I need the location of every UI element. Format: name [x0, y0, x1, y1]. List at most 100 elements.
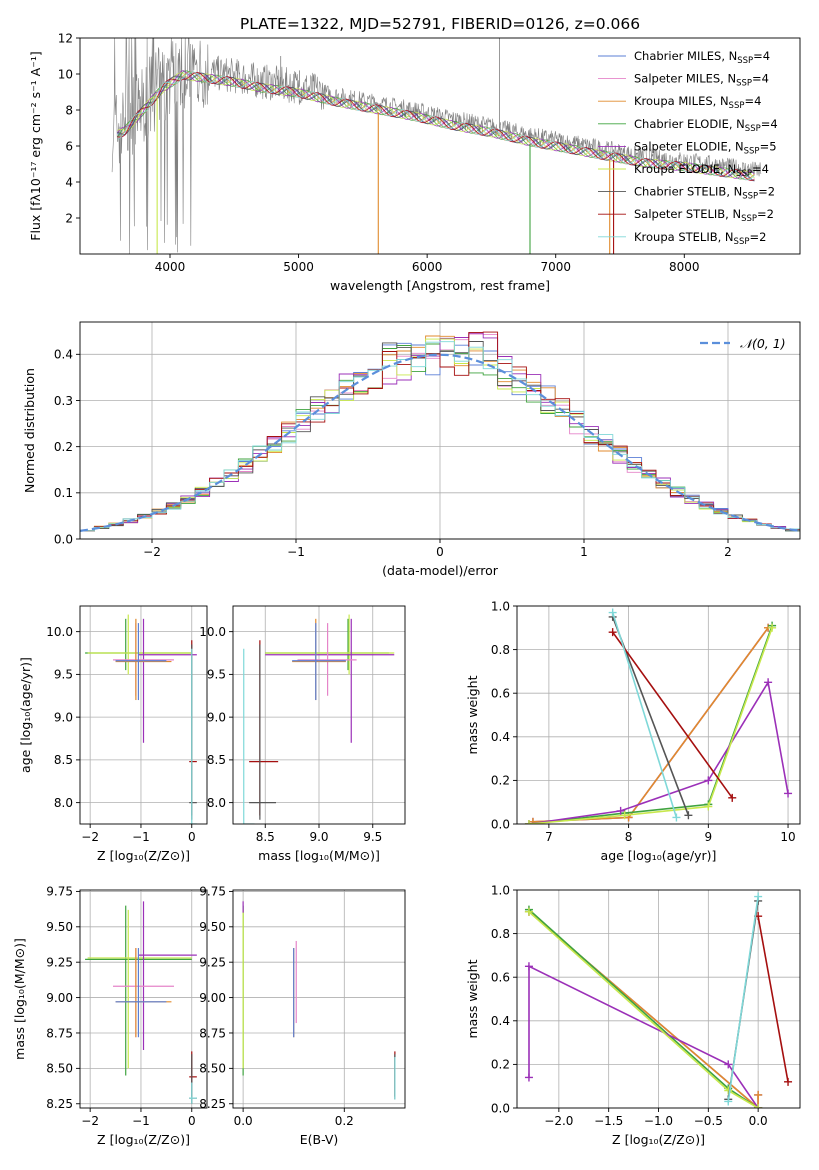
y-tick-label: 9.25: [46, 955, 73, 969]
x-axis-label: Z [log₁₀(Z/Z⊙)]: [97, 848, 190, 863]
y-tick-label: 8.50: [46, 1062, 73, 1076]
legend-label-value: =2: [749, 230, 766, 244]
errorbar-point: [189, 1051, 197, 1097]
x-axis-label: wavelength [Angstrom, rest frame]: [330, 278, 550, 293]
errorbar-point: [115, 948, 167, 1038]
weight-line: [528, 625, 773, 824]
y-tick-label: 9.25: [199, 955, 226, 969]
weight-marker: [754, 1090, 763, 1099]
axes: 4000 5000 6000 7000 8000 2 4 6 8 10 12 wavelength […: [28, 31, 801, 293]
legend-label-value: =4: [744, 94, 761, 108]
y-tick-label: 0.0: [491, 1101, 510, 1115]
errorbar-point: [189, 644, 197, 820]
errorbar-point: [189, 1054, 197, 1104]
weight-marker: [724, 1086, 733, 1095]
x-tick-label: 2: [724, 545, 732, 559]
x-tick-label: 0: [188, 1114, 196, 1128]
y-tick-label: 0.4: [54, 348, 73, 362]
model-spectrum: [116, 70, 755, 179]
legend-label: Chabrier ELODIE, NSSP=4: [634, 117, 778, 134]
legend-label-value: =4: [752, 162, 769, 176]
weight-marker: [524, 820, 533, 824]
legend-label: Salpeter STELIB, NSSP=2: [634, 207, 774, 224]
axes: −2 −1 0 8.0 8.5 9.0 9.5 10.0 Z [log₁₀(Z/Z⊙)] age …: [18, 605, 208, 863]
legend-label: Kroupa ELODIE, NSSP=4: [634, 162, 769, 179]
weight-marker: [724, 1097, 733, 1106]
weight-marker: [524, 907, 533, 916]
weight-marker: [704, 776, 713, 785]
residual-histogram: [80, 338, 800, 532]
errorbar-point: [249, 644, 276, 820]
weight-line: [727, 896, 759, 1102]
weight-line: [532, 627, 769, 823]
legend-label: Kroupa STELIB, NSSP=2: [634, 230, 766, 247]
x-tick-label: 4000: [155, 260, 186, 274]
mass-vs-metallicity-panel: −2 −1 0 8.25 8.50 8.75 9.00 9.25 9.50 9.75 Z [log₁…: [12, 885, 208, 1147]
spectrum-panel: 4000 5000 6000 7000 8000 2 4 6 8 10 12 wavelength […: [28, 31, 801, 293]
y-tick-label: 0.2: [491, 1058, 510, 1072]
x-tick-label: 0.0: [749, 1114, 768, 1128]
axes-frame: [79, 605, 208, 825]
errorbar-point: [292, 623, 346, 701]
errorbar-point: [297, 623, 357, 696]
weight-marker: [528, 817, 537, 824]
axes: 0.0 0.2 8.25 8.50 8.75 9.00 9.25 9.50 9.75 E(B-V): [199, 885, 406, 1147]
legend-label-text: Salpeter STELIB, N: [634, 207, 741, 221]
legend-label: 𝒩(0, 1): [740, 336, 786, 351]
normal-curve: [80, 353, 800, 532]
model-spectrum: [117, 71, 755, 181]
grid: [233, 890, 405, 1108]
x-tick-label: −1: [132, 1114, 150, 1128]
y-tick-label: 1.0: [491, 883, 510, 897]
errorbar-point: [87, 909, 192, 1069]
y-tick-label: 9.5: [54, 668, 73, 682]
weight-marker: [608, 608, 617, 617]
y-tick-label: 9.00: [199, 991, 226, 1005]
y-tick-label: 2: [65, 211, 73, 225]
errorbar-point: [115, 623, 167, 701]
y-tick-label: 9.0: [207, 710, 226, 724]
legend-label-text: Kroupa MILES, N: [634, 94, 729, 108]
legend-label-value: =4: [752, 72, 769, 86]
legend-label-text: Chabrier MILES, N: [634, 49, 737, 63]
y-tick-label: 8.50: [199, 1062, 226, 1076]
axes-frame: [79, 889, 208, 1109]
x-axis-label: mass [log₁₀(M/M⊙)]: [258, 848, 380, 863]
x-tick-label: 7: [545, 830, 553, 844]
legend-label: Kroupa MILES, NSSP=4: [634, 94, 761, 111]
legend-label-subscript: SSP: [736, 169, 752, 179]
x-tick-label: 8.5: [256, 830, 275, 844]
axes: 7 8 9 10 0.0 0.2 0.4 0.6 0.8 1.0 age [log₁₀(age/yr…: [465, 599, 801, 863]
x-axis-label: Z [log₁₀(Z/Z⊙)]: [612, 1132, 705, 1147]
data-spectrum: [111, 38, 762, 254]
y-tick-label: 8.0: [207, 796, 226, 810]
y-tick-label: 0.2: [491, 774, 510, 788]
errorbar-point: [265, 618, 395, 743]
weight-marker: [784, 1077, 793, 1086]
weight-marker: [754, 1104, 763, 1108]
y-tick-label: 0.6: [491, 971, 510, 985]
y-tick-label: 4: [65, 175, 73, 189]
legend-label: Salpeter ELODIE, NSSP=5: [634, 139, 777, 156]
axes: −2 −1 0 1 2 0.0 0.1 0.2 0.3 0.4 (data-model)/error…: [22, 321, 801, 578]
y-tick-label: 8.5: [54, 753, 73, 767]
plot-area: [524, 608, 793, 824]
weight-line: [611, 612, 678, 818]
plot-area: [80, 331, 800, 532]
x-tick-label: 5000: [283, 260, 314, 274]
legend-label-value: =4: [753, 49, 770, 63]
weight-marker: [684, 811, 693, 820]
x-axis-label: (data-model)/error: [382, 563, 499, 578]
errorbar-point: [189, 640, 197, 816]
axes: 8.5 9.0 9.5 8.0 8.5 9.0 9.5 10.0 mass [log₁₀(M/M…: [199, 605, 406, 863]
y-tick-label: 8.75: [199, 1026, 226, 1040]
y-tick-label: 9.50: [46, 920, 73, 934]
legend-label-text: Salpeter ELODIE, N: [634, 139, 744, 153]
legend-label-value: =4: [761, 117, 778, 131]
y-axis-label: Normed distribution: [22, 368, 37, 493]
x-tick-label: −1.5: [594, 1114, 623, 1128]
x-tick-label: 9: [705, 830, 713, 844]
x-tick-label: −2: [81, 1114, 99, 1128]
x-tick-label: 8000: [669, 260, 700, 274]
